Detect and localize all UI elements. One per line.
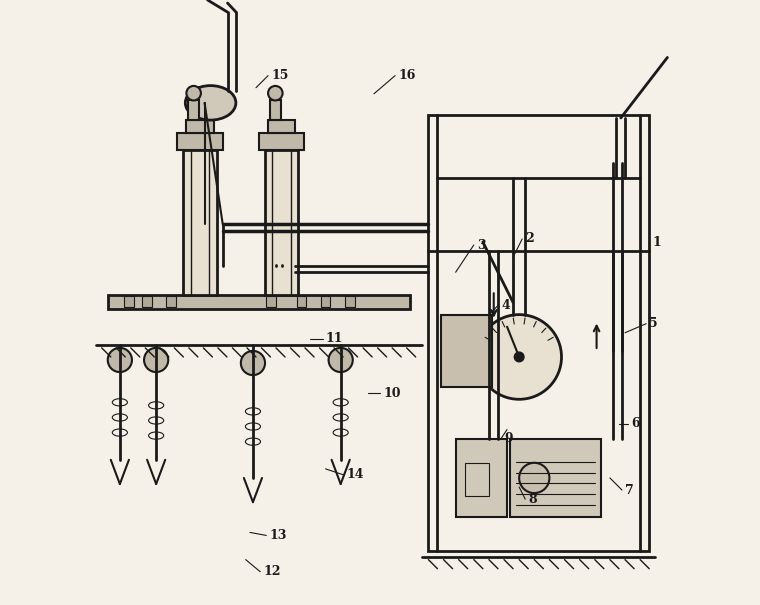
Circle shape	[519, 463, 549, 493]
Text: 2: 2	[525, 232, 534, 246]
Bar	[142, 296, 152, 307]
Bar	[166, 296, 176, 307]
Circle shape	[108, 348, 132, 372]
Text: 7: 7	[625, 483, 634, 497]
Bar	[268, 120, 296, 133]
Circle shape	[186, 86, 201, 100]
Circle shape	[241, 351, 265, 375]
Text: 9: 9	[504, 432, 513, 445]
Bar	[177, 133, 223, 150]
Text: 13: 13	[269, 529, 287, 542]
Text: 15: 15	[271, 69, 289, 82]
Text: 14: 14	[347, 468, 364, 482]
Bar	[108, 295, 410, 309]
Bar	[456, 439, 507, 517]
Circle shape	[144, 348, 168, 372]
Bar	[510, 439, 601, 517]
Bar	[186, 120, 214, 133]
Text: 12: 12	[263, 565, 280, 578]
Text: 11: 11	[325, 332, 343, 345]
Bar	[124, 296, 134, 307]
Bar	[464, 463, 489, 496]
Circle shape	[477, 315, 562, 399]
Text: 8: 8	[528, 492, 537, 506]
Bar	[270, 100, 280, 120]
Circle shape	[328, 348, 353, 372]
Bar	[296, 296, 306, 307]
Text: 10: 10	[383, 387, 401, 400]
Text: 6: 6	[631, 417, 640, 430]
Text: 3: 3	[477, 238, 486, 252]
Text: 16: 16	[398, 69, 416, 82]
Bar	[183, 150, 217, 295]
Bar	[265, 150, 299, 295]
Bar	[441, 315, 492, 387]
Bar	[429, 115, 649, 551]
Bar	[345, 296, 355, 307]
Ellipse shape	[185, 86, 236, 120]
Text: 5: 5	[649, 317, 658, 330]
Circle shape	[268, 86, 283, 100]
Text: 4: 4	[501, 299, 510, 312]
Bar	[266, 296, 276, 307]
Bar	[188, 100, 199, 120]
Circle shape	[515, 352, 524, 362]
Bar	[321, 296, 331, 307]
Text: 1: 1	[652, 235, 661, 249]
Bar	[259, 133, 304, 150]
